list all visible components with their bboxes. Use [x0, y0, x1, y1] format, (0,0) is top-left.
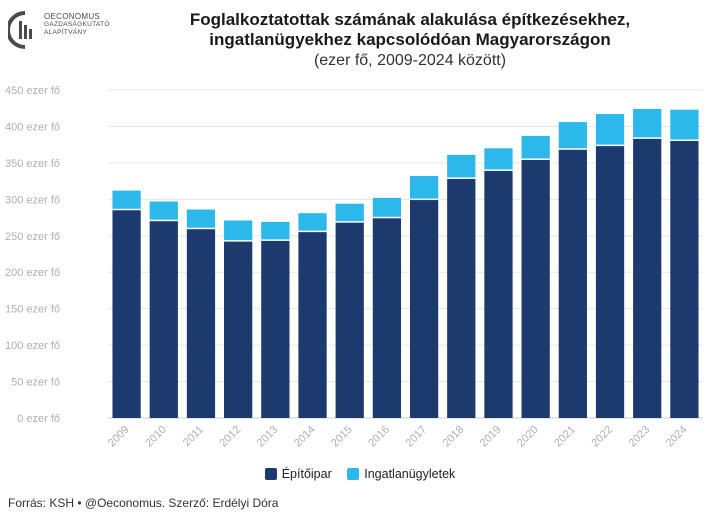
bar-ingatlanugyletek-2023	[633, 108, 662, 138]
bar-epitoipar-2009	[112, 210, 141, 418]
bar-epitoipar-2015	[335, 222, 364, 418]
y-tick-label-300: 300 ezer fő	[5, 194, 60, 206]
logo-line-3: ALAPÍTVÁNY	[44, 29, 88, 36]
x-tick-label-2016: 2016	[366, 424, 392, 450]
y-tick-label-50: 50 ezer fő	[11, 377, 60, 389]
logo-mark-icon	[6, 11, 32, 49]
chart-subtitle: (ezer fő, 2009-2024 között)	[313, 52, 507, 69]
bar-epitoipar-2018	[447, 178, 476, 418]
bar-epitoipar-2017	[409, 200, 439, 418]
legend-label-epitoipar: Építőipar	[281, 467, 332, 481]
y-tick-label-0: 0 ezer fő	[17, 413, 60, 425]
bar-ingatlanugyletek-2011	[186, 209, 216, 228]
bar-epitoipar-2021	[558, 149, 587, 418]
logo-line-2: GAZDASÁGKUTATÓ	[44, 21, 110, 28]
bar-epitoipar-2020	[521, 159, 550, 418]
legend-swatch-ingatlanugyletek	[347, 468, 360, 480]
bar-ingatlanugyletek-2024	[670, 109, 699, 140]
x-tick-label-2021: 2021	[552, 424, 578, 450]
x-tick-label-2015: 2015	[329, 424, 355, 450]
bar-epitoipar-2023	[633, 138, 662, 418]
x-tick-label-2019: 2019	[478, 424, 504, 450]
bar-ingatlanugyletek-2015	[335, 203, 364, 222]
logo: OECONOMUS GAZDASÁGKUTATÓ ALAPÍTVÁNY	[6, 10, 118, 52]
bar-epitoipar-2016	[372, 218, 402, 418]
bar-epitoipar-2013	[261, 240, 290, 418]
bar-ingatlanugyletek-2014	[298, 213, 327, 231]
x-tick-label-2010: 2010	[143, 424, 169, 450]
bar-ingatlanugyletek-2013	[261, 221, 290, 240]
y-tick-label-450: 450 ezer fő	[5, 85, 60, 97]
legend-label-ingatlanugyletek: Ingatlanügyletek	[364, 467, 456, 481]
bar-ingatlanugyletek-2022	[595, 114, 625, 145]
bar-ingatlanugyletek-2018	[447, 154, 476, 178]
y-tick-label-200: 200 ezer fő	[5, 267, 60, 279]
legend: Építőipar Ingatlanügyletek	[0, 467, 720, 483]
y-tick-label-250: 250 ezer fő	[5, 231, 60, 243]
x-tick-label-2022: 2022	[589, 424, 615, 450]
x-tick-label-2020: 2020	[515, 424, 541, 450]
x-tick-label-2014: 2014	[292, 424, 318, 450]
bar-epitoipar-2022	[595, 146, 625, 418]
legend-item-ingatlanugyletek: Ingatlanügyletek	[347, 467, 455, 481]
y-tick-label-150: 150 ezer fő	[5, 304, 60, 316]
bar-epitoipar-2011	[186, 229, 216, 418]
x-tick-label-2012: 2012	[217, 424, 243, 450]
logo-line-1: OECONOMUS	[44, 12, 101, 21]
x-tick-label-2018: 2018	[441, 424, 467, 450]
bar-ingatlanugyletek-2021	[558, 122, 587, 149]
bar-ingatlanugyletek-2009	[112, 190, 141, 209]
x-tick-label-2011: 2011	[181, 424, 206, 449]
bar-chart: 0 ezer fő 50 ezer fő 100 ezer fő 150 ezer f…	[5, 85, 703, 450]
bar-ingatlanugyletek-2017	[409, 176, 439, 199]
x-tick-label-2017: 2017	[403, 424, 429, 450]
legend-item-epitoipar: Építőipar	[264, 467, 332, 481]
source-note: Forrás: KSH • @Oeconomus. Szerző: Erdély…	[8, 496, 279, 510]
x-tick-label-2023: 2023	[627, 424, 653, 450]
y-tick-label-400: 400 ezer fő	[5, 121, 60, 133]
bar-epitoipar-2010	[149, 221, 178, 418]
y-tick-label-100: 100 ezer fő	[5, 340, 60, 352]
y-tick-label-350: 350 ezer fő	[5, 158, 60, 170]
chart-title: Foglalkoztatottak számának alakulása épí…	[189, 10, 631, 49]
legend-swatch-epitoipar	[264, 468, 277, 480]
bar-epitoipar-2019	[484, 170, 513, 418]
x-tick-label-2024: 2024	[664, 424, 690, 450]
bar-epitoipar-2024	[670, 141, 699, 418]
bar-ingatlanugyletek-2019	[484, 148, 513, 170]
bar-ingatlanugyletek-2012	[224, 220, 253, 241]
bar-epitoipar-2012	[224, 241, 253, 418]
x-tick-label-2009: 2009	[106, 424, 132, 450]
x-tick-label-2013: 2013	[255, 424, 281, 450]
bar-ingatlanugyletek-2020	[521, 135, 550, 159]
bar-ingatlanugyletek-2010	[149, 201, 178, 220]
bar-ingatlanugyletek-2016	[372, 197, 402, 217]
bar-epitoipar-2014	[298, 232, 327, 418]
